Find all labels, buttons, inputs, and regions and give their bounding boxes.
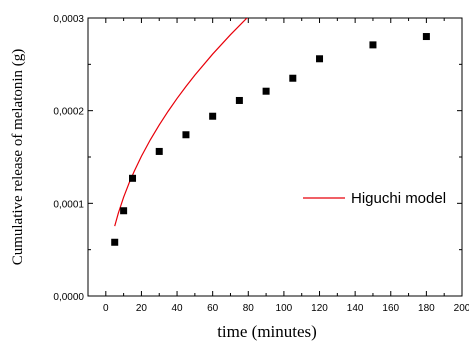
x-tick-label: 120 — [311, 303, 328, 314]
y-tick-label: 0,0002 — [53, 107, 84, 118]
x-tick-label: 100 — [276, 303, 293, 314]
higuchi-model-line — [114, 18, 248, 227]
plot-area-border — [87, 17, 463, 297]
x-tick-label: 0 — [103, 303, 109, 314]
data-point — [209, 112, 217, 120]
data-point — [422, 33, 430, 41]
y-tick-label: 0,0001 — [53, 199, 84, 210]
data-point — [129, 174, 137, 182]
data-point — [289, 74, 297, 82]
data-point — [120, 207, 128, 215]
x-tick-label: 200 — [454, 303, 469, 314]
x-tick-label: 60 — [207, 303, 219, 314]
x-tick-label: 140 — [347, 303, 364, 314]
data-point — [111, 238, 119, 246]
series-points-group — [111, 33, 430, 246]
plot-frame — [87, 17, 463, 297]
data-point — [262, 87, 270, 95]
x-axis-ticks — [105, 18, 463, 296]
y-tick-label: 0,0003 — [53, 14, 84, 25]
legend: Higuchi model — [303, 190, 446, 207]
y-axis-title: Cumulative release of melatonin (g) — [10, 49, 26, 266]
x-tick-label: 80 — [243, 303, 255, 314]
data-point — [235, 96, 243, 104]
data-point — [155, 147, 163, 155]
data-point — [316, 55, 324, 63]
x-axis-tick-labels: 0 20 40 60 80 100 120 140 160 180 200 — [103, 303, 469, 314]
data-point — [182, 131, 190, 139]
x-tick-label: 20 — [136, 303, 148, 314]
x-axis-title: time (minutes) — [217, 322, 317, 341]
y-tick-label: 0,0000 — [53, 292, 84, 303]
x-tick-label: 40 — [171, 303, 183, 314]
series-line-group — [114, 18, 248, 227]
legend-label-higuchi: Higuchi model — [351, 190, 446, 207]
x-tick-label: 160 — [382, 303, 399, 314]
y-axis-ticks — [88, 17, 462, 297]
data-point — [369, 41, 377, 49]
y-axis-tick-labels: 0,0000 0,0001 0,0002 0,0003 — [53, 14, 84, 303]
x-tick-label: 180 — [418, 303, 435, 314]
